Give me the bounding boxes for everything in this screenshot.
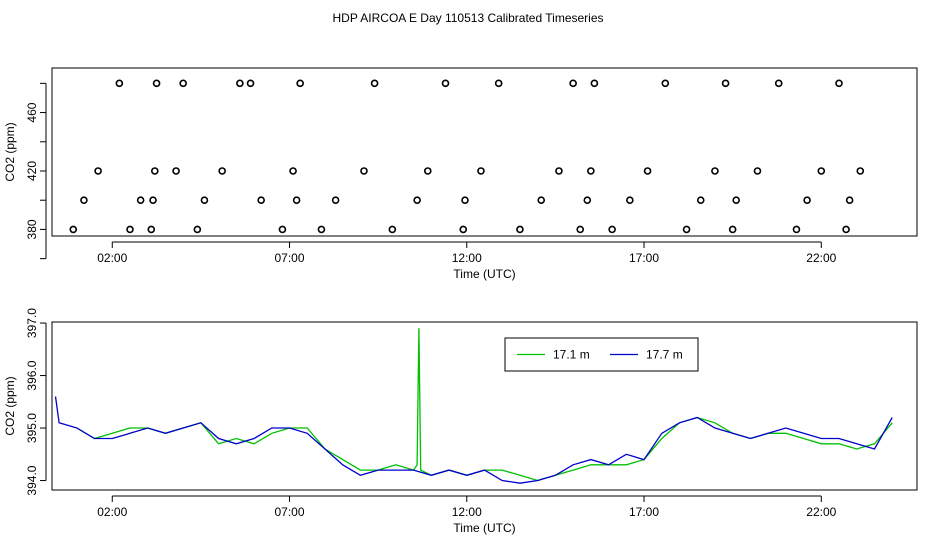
- data-point: [289, 167, 297, 175]
- data-point: [152, 79, 161, 88]
- y-tick-label: 397.0: [25, 308, 39, 338]
- data-point: [413, 196, 421, 205]
- data-point: [576, 225, 585, 234]
- data-point: [774, 79, 783, 88]
- x-axis-label: Time (UTC): [453, 521, 515, 535]
- x-tick-label: 02:00: [97, 505, 127, 519]
- data-point: [792, 225, 801, 234]
- data-point: [218, 167, 226, 175]
- y-axis-label: CO2 (ppm): [3, 122, 17, 181]
- data-point: [661, 79, 670, 88]
- data-point: [583, 196, 592, 205]
- data-point: [842, 225, 850, 234]
- legend-entry-2: 17.7 m: [646, 348, 683, 362]
- data-point: [516, 225, 524, 234]
- data-point: [126, 225, 134, 234]
- y-tick-label: 394.0: [25, 465, 39, 495]
- data-point: [441, 79, 450, 88]
- data-point: [236, 79, 244, 88]
- data-point: [732, 196, 741, 205]
- data-point: [569, 79, 577, 88]
- data-point: [696, 196, 705, 205]
- data-point: [151, 167, 159, 175]
- data-point: [643, 167, 652, 175]
- data-point: [331, 196, 340, 205]
- data-point: [555, 167, 563, 175]
- x-tick-label: 12:00: [452, 505, 482, 519]
- legend-entry-1: 17.1 m: [553, 348, 590, 362]
- data-point: [278, 225, 287, 234]
- data-point: [200, 196, 209, 205]
- data-point: [477, 167, 485, 175]
- data-point: [682, 225, 691, 234]
- data-point: [296, 79, 304, 88]
- x-tick-label: 22:00: [806, 505, 836, 519]
- y-tick-label: 420: [25, 161, 39, 181]
- data-point: [292, 196, 301, 205]
- data-point: [590, 79, 599, 88]
- data-point: [115, 79, 124, 88]
- data-point: [179, 79, 187, 88]
- data-point: [587, 167, 595, 175]
- data-point: [721, 79, 730, 88]
- data-point: [459, 225, 468, 234]
- x-axis-label: Time (UTC): [453, 267, 515, 281]
- data-point: [803, 196, 811, 205]
- y-tick-label: 396.0: [25, 360, 39, 390]
- chart-title: HDP AIRCOA E Day 110513 Calibrated Times…: [332, 11, 603, 25]
- data-point: [494, 79, 503, 88]
- x-tick-label: 12:00: [452, 251, 482, 265]
- data-point: [461, 196, 469, 205]
- y-axis-label: CO2 (ppm): [3, 376, 17, 435]
- data-point: [856, 167, 865, 175]
- data-point: [711, 167, 719, 175]
- x-tick-label: 17:00: [629, 505, 659, 519]
- plot-frame-1: [51, 67, 918, 237]
- data-point: [149, 196, 157, 205]
- data-point: [817, 167, 826, 175]
- data-point: [94, 167, 102, 175]
- x-tick-label: 02:00: [97, 251, 127, 265]
- data-point: [753, 167, 762, 175]
- data-point: [136, 196, 145, 205]
- series-line-17-1-m: [76, 328, 893, 482]
- data-point: [69, 225, 78, 234]
- data-point: [626, 196, 634, 205]
- data-point: [537, 196, 546, 205]
- x-tick-label: 07:00: [275, 505, 305, 519]
- x-tick-label: 17:00: [629, 251, 659, 265]
- data-point: [172, 167, 180, 175]
- x-tick-label: 22:00: [806, 251, 836, 265]
- data-point: [80, 196, 88, 205]
- data-point: [835, 79, 843, 88]
- data-point: [257, 196, 265, 205]
- y-tick-label: 460: [25, 102, 39, 122]
- data-point: [845, 196, 854, 205]
- data-point: [317, 225, 326, 234]
- data-point: [370, 79, 379, 88]
- data-point: [360, 167, 368, 175]
- data-point: [728, 225, 737, 234]
- data-point: [423, 167, 432, 175]
- y-tick-label: 380: [25, 219, 39, 239]
- data-point: [147, 225, 156, 234]
- data-point: [193, 225, 202, 234]
- plot-frame-2: [51, 321, 918, 491]
- data-point: [608, 225, 616, 234]
- series-line-17-7-m: [54, 396, 893, 484]
- y-tick-label: 395.0: [25, 413, 39, 443]
- data-point: [388, 225, 397, 234]
- x-tick-label: 07:00: [275, 251, 305, 265]
- data-point: [246, 79, 255, 88]
